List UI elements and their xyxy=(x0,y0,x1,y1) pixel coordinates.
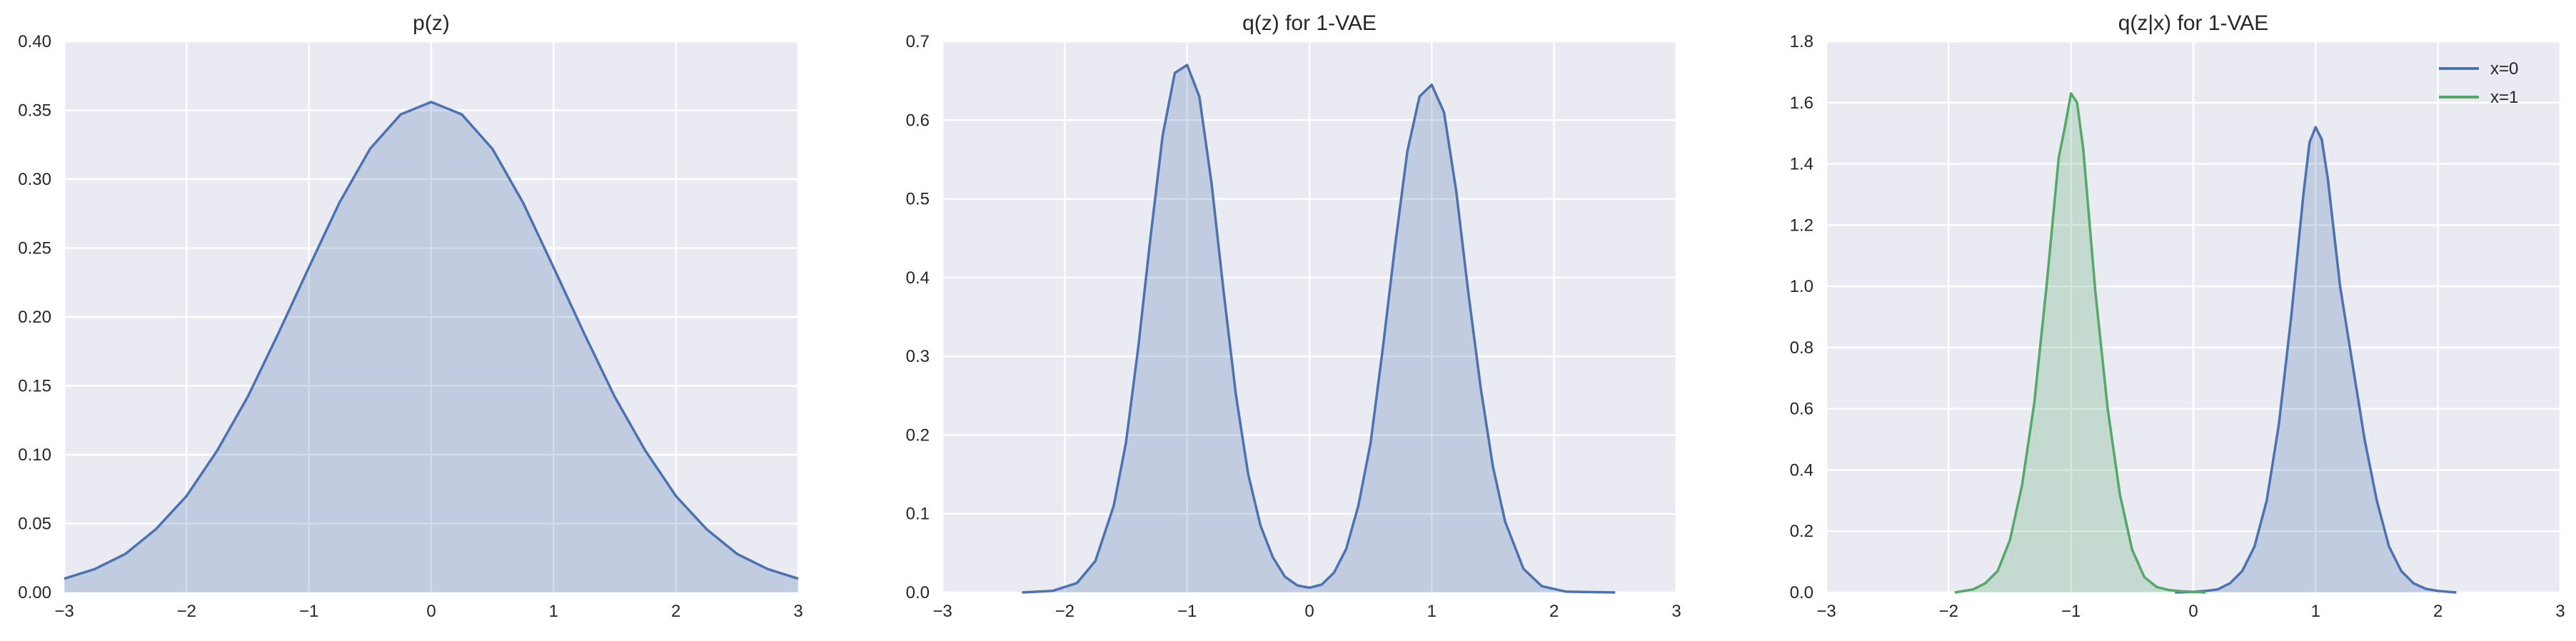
series-area-0 xyxy=(2175,127,2457,593)
series-line-1 xyxy=(1954,92,2206,594)
series-area-0 xyxy=(64,101,798,592)
x-tick-label: 3 xyxy=(1671,602,1681,621)
y-tick-label: 0.2 xyxy=(1790,522,1813,541)
y-tick-label: 0.8 xyxy=(1790,338,1813,358)
y-tick-label: 1.8 xyxy=(1790,32,1813,51)
y-tick-label: 0.5 xyxy=(906,190,930,209)
x-tick-label: 2 xyxy=(2433,602,2442,621)
x-tick-label: −3 xyxy=(932,602,952,621)
y-tick-label: 1.6 xyxy=(1790,94,1813,113)
x-tick-label: −1 xyxy=(1177,602,1197,621)
x-tick-label: −3 xyxy=(1816,602,1836,621)
series-area-0 xyxy=(1022,65,1616,593)
chart-title: q(z) for 1-VAE xyxy=(1242,11,1377,35)
x-tick-label: 1 xyxy=(2311,602,2320,621)
y-tick-label: 0.00 xyxy=(18,583,51,602)
y-tick-label: 0.15 xyxy=(18,377,51,396)
series-area-1 xyxy=(1954,93,2206,592)
x-tick-label: 1 xyxy=(549,602,558,621)
y-tick-label: 0.0 xyxy=(1790,583,1813,602)
y-tick-label: 0.05 xyxy=(18,515,51,534)
y-tick-label: 0.2 xyxy=(906,425,930,445)
series-line-0 xyxy=(2175,126,2457,594)
y-tick-label: 0.20 xyxy=(18,308,51,327)
x-tick-label: −1 xyxy=(2061,602,2081,621)
y-tick-label: 0.10 xyxy=(18,445,51,465)
x-tick-label: 3 xyxy=(793,602,803,621)
x-tick-label: 0 xyxy=(1304,602,1314,621)
chart-panel-pz: p(z) −3 −2 −1 0 1 2 3 0.00 0.05 0.10 0.15 0.20 0.25 0… xyxy=(18,11,803,621)
x-tick-label: 3 xyxy=(2555,602,2565,621)
x-tick-label: −2 xyxy=(1055,602,1075,621)
y-tick-label: 0.35 xyxy=(18,101,51,121)
chart-title: q(z|x) for 1-VAE xyxy=(2118,11,2269,35)
x-tick-label: 1 xyxy=(1427,602,1437,621)
legend-label: x=1 xyxy=(2490,88,2518,107)
y-tick-label: 0.40 xyxy=(18,32,51,51)
y-tick-label: 1.4 xyxy=(1790,155,1813,174)
x-tick-label: 0 xyxy=(2188,602,2198,621)
chart-panel-qzx: q(z|x) for 1-VAE −3 −2 −1 0 1 2 3 0.0 0.2 0.4 0.6 0… xyxy=(1790,11,2565,621)
y-tick-label: 0.4 xyxy=(906,268,930,288)
x-tick-label: −1 xyxy=(299,602,318,621)
y-tick-label: 0.6 xyxy=(906,111,930,130)
series-line-0 xyxy=(64,101,799,580)
x-tick-label: −2 xyxy=(177,602,196,621)
chart-title: p(z) xyxy=(413,11,450,35)
y-tick-label: 0.6 xyxy=(1790,400,1813,419)
y-tick-label: 0.30 xyxy=(18,170,51,189)
y-tick-label: 0.25 xyxy=(18,239,51,258)
x-tick-label: 2 xyxy=(671,602,680,621)
y-tick-label: 0.1 xyxy=(906,505,930,524)
y-tick-label: 1.2 xyxy=(1790,216,1813,235)
x-tick-label: −2 xyxy=(1939,602,1958,621)
chart-panel-qz: q(z) for 1-VAE −3 −2 −1 0 1 2 3 0.0 0.1 0.2 0.3 0.4… xyxy=(906,11,1681,621)
legend-label: x=0 xyxy=(2490,59,2518,79)
y-tick-label: 0.0 xyxy=(906,583,930,602)
x-tick-label: −3 xyxy=(54,602,74,621)
y-tick-label: 0.4 xyxy=(1790,460,1813,480)
series-line-0 xyxy=(1022,64,1616,594)
y-tick-label: 1.0 xyxy=(1790,277,1813,296)
y-tick-label: 0.3 xyxy=(906,347,930,366)
x-tick-label: 0 xyxy=(426,602,436,621)
x-tick-label: 2 xyxy=(1549,602,1559,621)
y-tick-label: 0.7 xyxy=(906,32,930,51)
